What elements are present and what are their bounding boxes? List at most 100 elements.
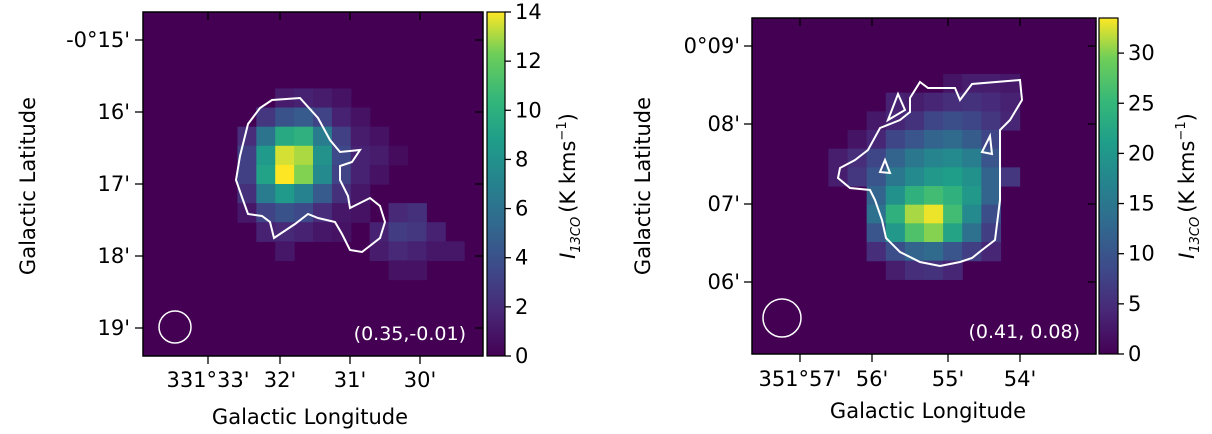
heatmap-cell [943,260,963,280]
heatmap-cell [904,167,925,187]
heatmap-cell [924,148,944,168]
heatmap-cell [866,148,887,168]
heatmap-cell [256,145,276,166]
x-ticks-left [207,12,421,364]
x-ticks-right [799,18,1021,362]
y-tick-label: 07' [708,192,741,216]
heatmap-cell [885,242,906,262]
heatmap-cell [981,74,1002,94]
y-tick-label: -0°15' [66,28,130,52]
colorbar-tick-label: 0 [1128,342,1141,366]
heatmap-cell [885,130,906,150]
y-tick-label: 16' [98,100,131,124]
heatmap-cell [904,92,925,112]
x-tick-label: 351°57' [758,367,841,391]
heatmap-cell [1000,74,1021,94]
beam-left [158,310,192,344]
heatmap-cell [407,241,427,262]
heatmap-cell [904,223,925,243]
x-tick-label: 56' [856,367,889,391]
colorbar-ticks-right: 0 5 10 15 20 25 30 [1118,41,1155,366]
heatmap-cell [981,204,1002,224]
heatmap-cell [331,184,352,204]
heatmap-cell [962,223,982,243]
x-tick-labels-right: 351°57' 56' 55' 54' [758,367,1036,391]
y-tick-label: 17' [98,172,131,196]
heatmap-cell [924,130,944,150]
heatmap-cell [331,164,352,185]
heatmap-cell [407,203,427,223]
heatmap-cell [256,164,276,185]
y-tick-label: 06' [708,270,741,294]
heatmap-cell [924,223,944,243]
heatmap-cell [943,130,963,150]
heatmap-cell [445,241,465,262]
heatmap-cell [943,204,963,224]
heatmap-cell [313,222,333,242]
colorbar-title-right: I13CO(K kms−1) [1174,113,1203,259]
heatmap-cell [350,164,371,185]
heatmap-cell [981,111,1002,131]
x-tick-label: 30' [404,368,437,392]
heatmap-cell [943,186,963,206]
heatmap-cell [237,164,257,185]
colorbar-tick-label: 6 [515,197,528,221]
heatmap-cell [294,126,314,147]
heatmap-cell [866,204,887,224]
heatmap-cell [904,260,925,280]
heatmap-cell [924,111,944,131]
heatmap-cell [256,107,276,128]
heatmap-cell [294,107,314,128]
colorbar-tick-label: 12 [515,49,542,73]
heatmap-cell [962,186,982,206]
heatmap-cell [943,74,963,94]
heatmap-cell [866,223,887,243]
heatmap-cell [962,92,982,112]
heatmap-cell [828,148,849,168]
heatmap-cell [313,88,333,109]
heatmap-cell [350,107,371,128]
heatmap-cell [426,222,446,242]
panel-right: (0.41, 0.08) 351°57' 56' 55' 54' 0°09' 0… [631,17,1203,423]
heatmap-cell [885,260,906,280]
heatmap-cell [313,164,333,185]
heatmap-cell [943,223,963,243]
contour-right [836,78,1024,268]
annotation-left: (0.35,-0.01) [354,323,466,345]
heatmap-cell [962,204,982,224]
heatmap-cell [924,242,944,262]
heatmap-cell [943,167,963,187]
contour-right-hole-2 [980,132,994,156]
y-tick-label: 08' [708,112,741,136]
heatmap-cell [943,92,963,112]
x-tick-label: 55' [932,367,965,391]
colorbar-tick-label: 2 [515,295,528,319]
heatmap-cell [369,241,390,262]
contour-left [234,96,387,254]
heatmap-cell [388,241,409,262]
heatmap-cell [924,186,944,206]
colorbar-tick-label: 25 [1128,91,1155,115]
x-axis-title-right: Galactic Longitude [830,399,1026,423]
heatmap-cell [407,222,427,242]
heatmap-cell [885,186,906,206]
heatmap-left-cells [237,88,465,281]
heatmap-cell [350,184,371,204]
x-tick-label: 331°33' [166,368,249,392]
y-tick-labels-left: -0°15' 16' 17' 18' 19' [66,28,130,340]
heatmap-right: (0.41, 0.08) [752,18,1096,354]
colorbar-ticks-left: 0 2 4 6 8 10 12 14 [505,0,542,368]
heatmap-cell [275,203,295,223]
heatmap-cell [924,204,944,224]
heatmap-cell [885,148,906,168]
heatmap-cell [943,242,963,262]
heatmap-cell [275,145,295,166]
heatmap-right-cells [828,74,1021,280]
heatmap-cell [904,204,925,224]
heatmap-cell [275,126,295,147]
colorbar-tick-label: 10 [515,98,542,122]
heatmap-cell [962,167,982,187]
contour-right-hole-3 [878,157,892,175]
heatmap-cell [904,148,925,168]
heatmap-cell [981,223,1002,243]
